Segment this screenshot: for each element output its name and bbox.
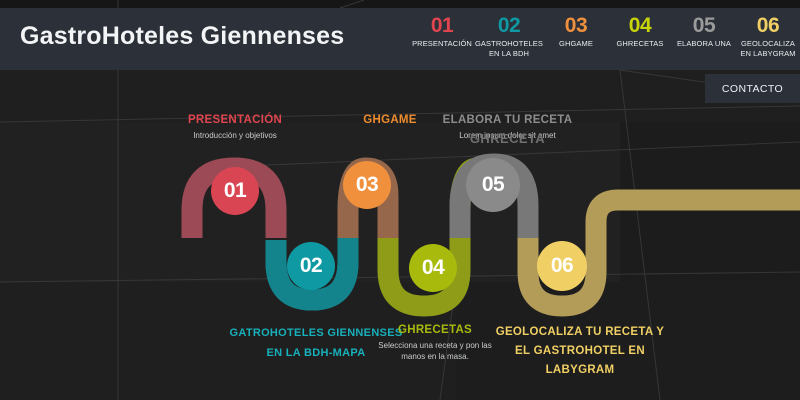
step-label-01-subtitle: Introducción y objetivos [193, 131, 277, 140]
step-circle-04[interactable]: 04 [409, 244, 457, 292]
step-circle-01[interactable]: 01 [211, 167, 259, 215]
nav-item-04[interactable]: 04 GHRECETAS [608, 8, 672, 70]
nav-item-05-label: ELABORA UNA [676, 39, 731, 48]
nav-item-02[interactable]: 02 GASTROHOTELES EN LA BDH [474, 8, 544, 70]
nav-item-06-label: GEOLOCALIZA EN LABYGRAM [740, 39, 796, 58]
step-label-03[interactable]: GHGAME [305, 113, 475, 128]
step-label-04-subtitle: Selecciona una receta y pon las manos en… [378, 341, 492, 361]
ghreceta-watermark: GHRECETA [469, 131, 546, 146]
step-label-06[interactable]: GEOLOCALIZA TU RECETA Y EL GASTROHOTEL E… [495, 323, 665, 380]
step-circle-05[interactable]: 05 [466, 158, 520, 212]
ribbon-seg-04 [377, 238, 471, 317]
nav-item-01-number: 01 [430, 14, 454, 37]
step-circle-06-number: 06 [550, 254, 574, 277]
header-bar [0, 8, 800, 70]
step-circle-03[interactable]: 03 [343, 161, 391, 209]
step-circle-06[interactable]: 06 [537, 241, 587, 291]
step-label-04[interactable]: GHRECETAS Selecciona una receta y pon la… [367, 323, 503, 362]
step-label-04-title: GHRECETAS [397, 324, 473, 336]
contacto-button-label: CONTACTO [721, 82, 784, 95]
step-label-05-subtitle: Lorem ipsum dolor sit amet [459, 131, 556, 140]
step-circle-02[interactable]: 02 [287, 242, 335, 290]
nav-item-04-number: 04 [628, 14, 652, 37]
step-label-06-title: GEOLOCALIZA TU RECETA Y EL GASTROHOTEL E… [495, 326, 665, 376]
step-circle-03-number: 03 [355, 173, 379, 196]
step-label-03-title: GHGAME [363, 114, 417, 126]
nav-item-02-number: 02 [497, 14, 521, 37]
top-navigation: 01 PRESENTACIÓN 02 GASTROHOTELES EN LA B… [410, 8, 800, 70]
ribbon-seg-tail [585, 189, 800, 240]
nav-item-01-label: PRESENTACIÓN [412, 39, 472, 48]
page-title: GastroHoteles Giennenses [20, 22, 345, 50]
nav-item-05[interactable]: 05 ELABORA UNA [672, 8, 736, 70]
step-circle-05-number: 05 [481, 173, 505, 196]
step-circle-01-number: 01 [223, 179, 247, 202]
ribbon-seg-06 [517, 238, 607, 317]
step-circle-04-number: 04 [421, 256, 445, 279]
ribbon-seg-01 [181, 157, 287, 238]
step-label-01[interactable]: PRESENTACIÓN Introducción y objetivos [155, 113, 315, 141]
step-label-05-title: ELABORA TU RECETA [442, 114, 573, 126]
nav-item-06[interactable]: 06 GEOLOCALIZA EN LABYGRAM [736, 8, 800, 70]
step-label-01-title: PRESENTACIÓN [187, 114, 283, 126]
nav-item-06-number: 06 [756, 14, 780, 37]
nav-item-03[interactable]: 03 GHGAME [544, 8, 608, 70]
step-label-02[interactable]: GATROHOTELES GIENNENSES EN LA BDH-MAPA [226, 323, 406, 363]
nav-item-03-label: GHGAME [559, 39, 593, 48]
nav-item-02-label: GASTROHOTELES EN LA BDH [475, 39, 543, 58]
nav-item-03-number: 03 [564, 14, 588, 37]
nav-item-04-label: GHRECETAS [616, 39, 664, 48]
nav-item-05-number: 05 [692, 14, 716, 37]
contacto-button[interactable]: CONTACTO [705, 74, 800, 103]
step-label-02-title: GATROHOTELES GIENNENSES EN LA BDH-MAPA [229, 327, 403, 359]
step-label-05[interactable]: ELABORA TU RECETA Lorem ipsum dolor sit … [415, 113, 600, 141]
nav-item-01[interactable]: 01 PRESENTACIÓN [410, 8, 474, 70]
step-circle-02-number: 02 [299, 254, 323, 277]
